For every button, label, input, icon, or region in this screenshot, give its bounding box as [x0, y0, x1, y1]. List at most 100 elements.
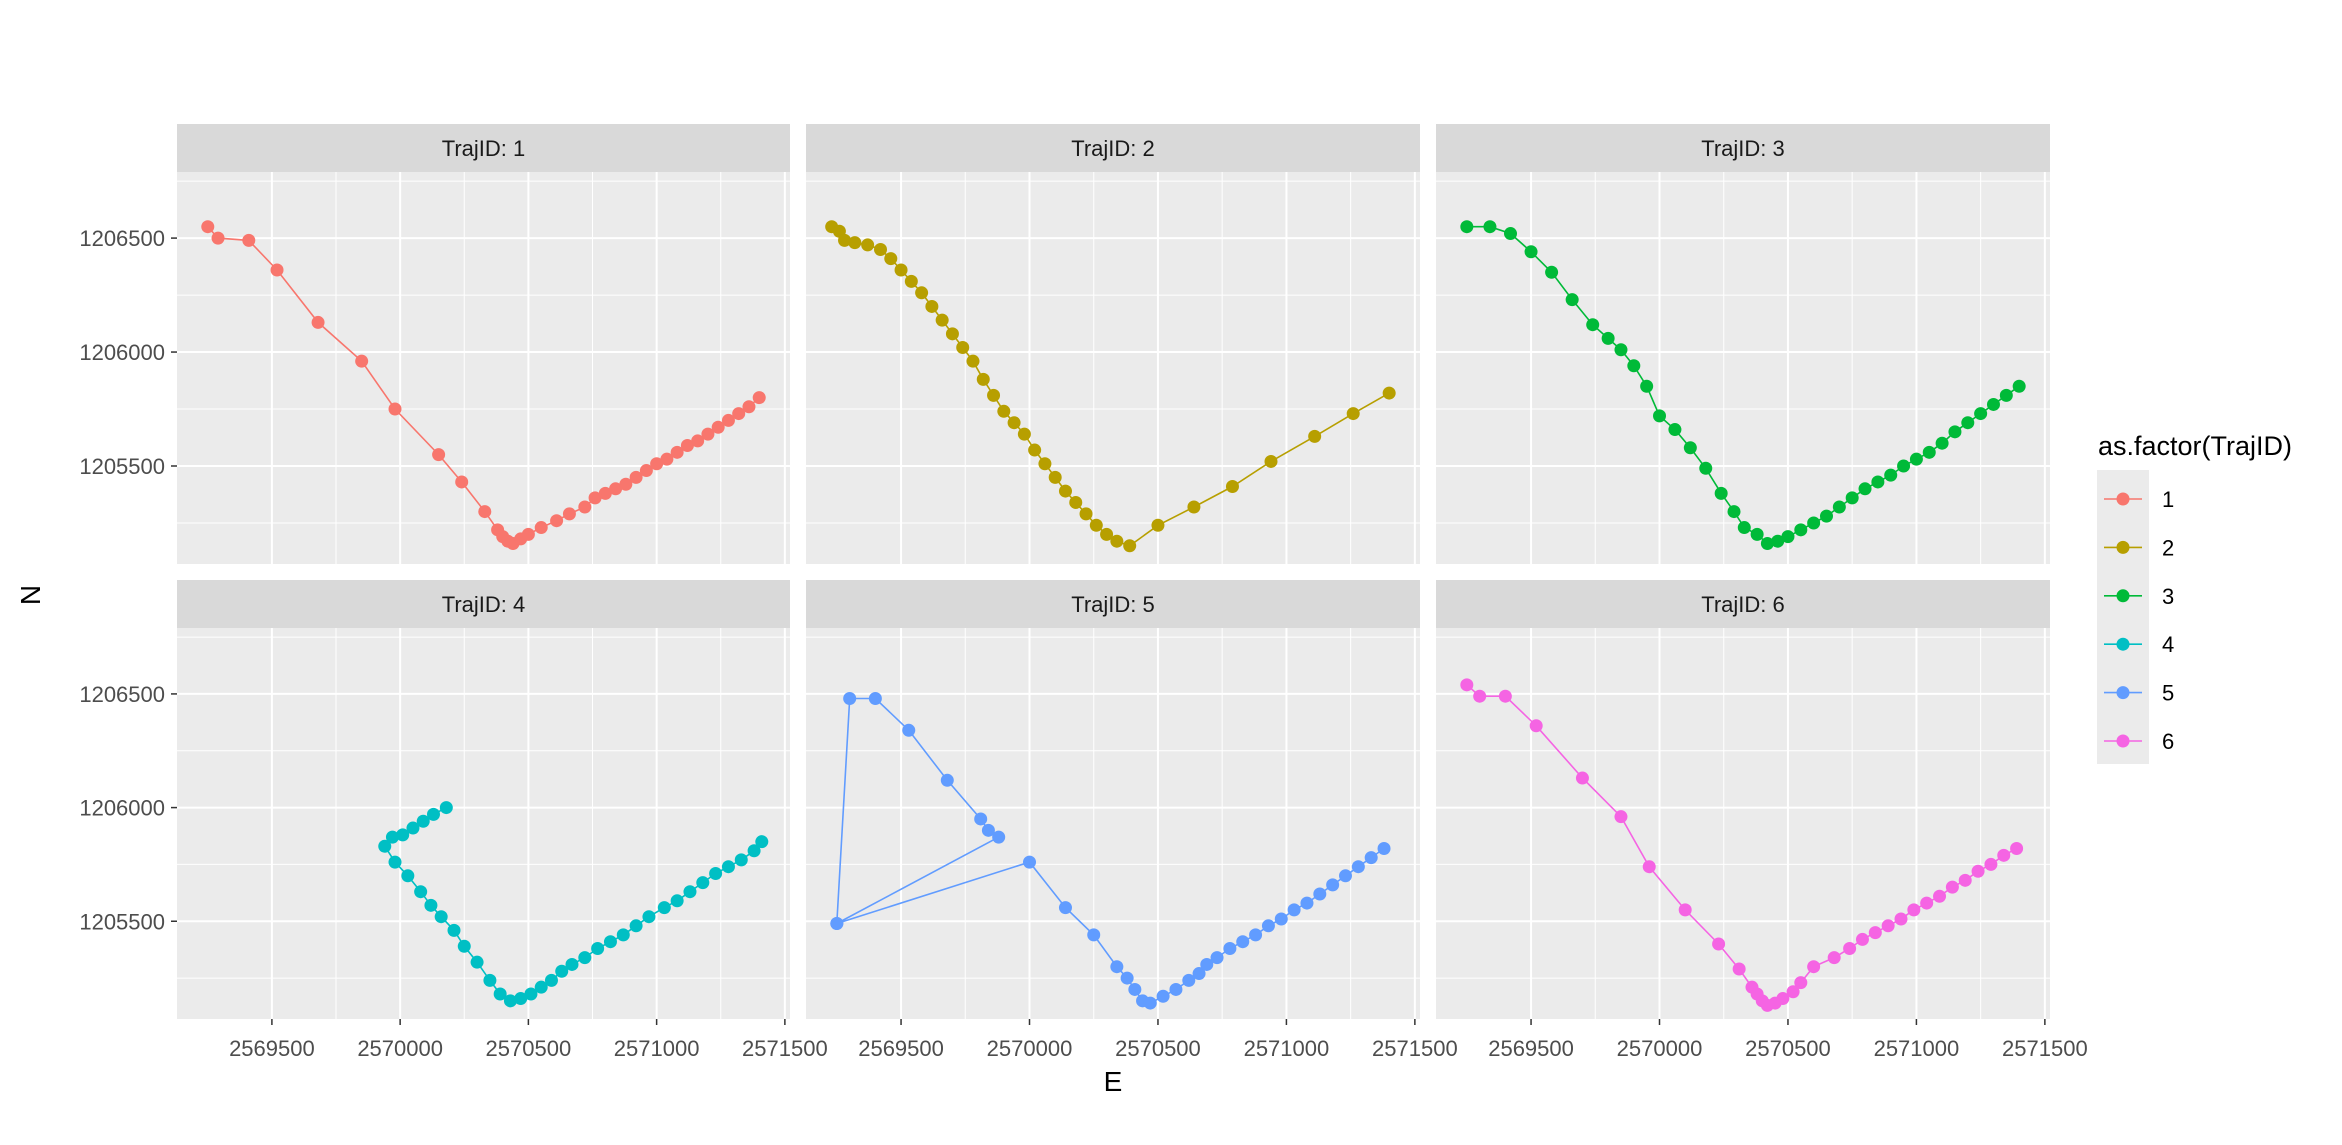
trajectory-point	[385, 830, 399, 844]
facet-panel-2: TrajID: 2	[806, 124, 1420, 564]
trajectory-point	[956, 340, 970, 354]
trajectory-point	[1884, 468, 1898, 482]
trajectory-point	[401, 869, 415, 883]
trajectory-point	[1143, 996, 1157, 1010]
x-tick-label: 2570500	[1745, 1036, 1831, 1061]
trajectory-point	[861, 238, 875, 252]
trajectory-point	[432, 448, 446, 462]
y-tick-label: 1206500	[79, 682, 165, 707]
trajectory-point	[1683, 441, 1697, 455]
trajectory-point	[1007, 416, 1021, 430]
trajectory-point	[1287, 903, 1301, 917]
trajectory-point	[1832, 500, 1846, 514]
trajectory-point	[1894, 912, 1908, 926]
legend-label: 2	[2162, 535, 2174, 560]
trajectory-point	[1236, 935, 1250, 949]
trajectory-point	[598, 486, 612, 500]
trajectory-point	[1079, 507, 1093, 521]
y-tick-label: 1206000	[79, 796, 165, 821]
trajectory-point	[550, 514, 564, 528]
trajectory-point	[1169, 982, 1183, 996]
trajectory-point	[1338, 869, 1352, 883]
trajectory-point	[1845, 491, 1859, 505]
trajectory-point	[660, 452, 674, 466]
trajectory-point	[1807, 516, 1821, 530]
trajectory-point	[709, 867, 723, 881]
trajectory-point	[470, 955, 484, 969]
x-tick-label: 2570000	[1617, 1036, 1703, 1061]
legend: as.factor(TrajID) 1 2 3 4 5 6	[2097, 431, 2292, 764]
trajectory-point	[657, 901, 671, 915]
trajectory-point	[904, 274, 918, 288]
trajectory-point	[424, 898, 438, 912]
trajectory-point	[414, 885, 428, 899]
trajectory-point	[1909, 452, 1923, 466]
trajectory-point	[1264, 454, 1278, 468]
x-tick-label: 2569500	[858, 1036, 944, 1061]
trajectory-point	[680, 438, 694, 452]
trajectory-point	[1128, 982, 1142, 996]
trajectory-point	[378, 839, 392, 853]
x-tick-label: 2569500	[229, 1036, 315, 1061]
trajectory-point	[1028, 443, 1042, 457]
trajectory-point	[1524, 245, 1538, 259]
trajectory-point	[755, 835, 769, 849]
legend-items: 1 2 3 4 5 6	[2104, 487, 2174, 754]
trajectory-point	[696, 876, 710, 890]
trajectory-point	[1192, 967, 1206, 981]
trajectory-point	[201, 220, 215, 234]
trajectory-point	[1843, 942, 1857, 956]
x-tick-label: 2571000	[1244, 1036, 1330, 1061]
y-axis-title: N	[15, 585, 46, 605]
trajectory-point	[1313, 887, 1327, 901]
trajectory-point	[503, 994, 517, 1008]
trajectory-point	[874, 242, 888, 256]
trajectory-point	[868, 691, 882, 705]
x-tick-label: 2569500	[1488, 1036, 1574, 1061]
trajectory-point	[1871, 475, 1885, 489]
trajectory-point	[945, 327, 959, 341]
x-tick-label: 2571500	[742, 1036, 828, 1061]
x-tick-label: 2571000	[1874, 1036, 1960, 1061]
trajectory-point	[1156, 989, 1170, 1003]
trajectory-point	[355, 354, 369, 368]
trajectory-point	[1614, 810, 1628, 824]
trajectory-point	[1881, 919, 1895, 933]
trajectory-point	[650, 457, 664, 471]
trajectory-point	[1958, 873, 1972, 887]
trajectory-point	[1460, 220, 1474, 234]
facet-panel-3: TrajID: 3	[1436, 124, 2050, 564]
trajectory-point	[1100, 527, 1114, 541]
trajectory-point	[639, 464, 653, 478]
legend-key-point	[2116, 637, 2130, 651]
trajectory-point	[562, 507, 576, 521]
trajectory-point	[1920, 896, 1934, 910]
trajectory-point	[1653, 409, 1667, 423]
trajectory-point	[1110, 960, 1124, 974]
legend-key-point	[2116, 686, 2130, 700]
trajectory-point	[565, 957, 579, 971]
trajectory-point	[1123, 539, 1137, 553]
trajectory-point	[1668, 423, 1682, 437]
trajectory-point	[1858, 482, 1872, 496]
trajectory-point	[1794, 523, 1808, 537]
trajectory-point	[524, 987, 538, 1001]
trajectory-point	[1771, 534, 1785, 548]
trajectory-point	[1750, 527, 1764, 541]
trajectory-point	[1712, 937, 1726, 951]
y-tick-label: 1206500	[79, 226, 165, 251]
trajectory-point	[1308, 429, 1322, 443]
trajectory-point	[1948, 425, 1962, 439]
trajectory-point	[670, 894, 684, 908]
facet-panel-1: TrajID: 1	[177, 124, 790, 564]
trajectory-point	[1807, 960, 1821, 974]
trajectory-point	[1346, 407, 1360, 421]
trajectory-point	[1714, 486, 1728, 500]
legend-label: 3	[2162, 584, 2174, 609]
y-tick-label: 1205500	[79, 454, 165, 479]
panel-background	[177, 628, 790, 1019]
facet-strip	[177, 580, 790, 628]
trajectory-point	[603, 935, 617, 949]
trajectory-point	[406, 821, 420, 835]
